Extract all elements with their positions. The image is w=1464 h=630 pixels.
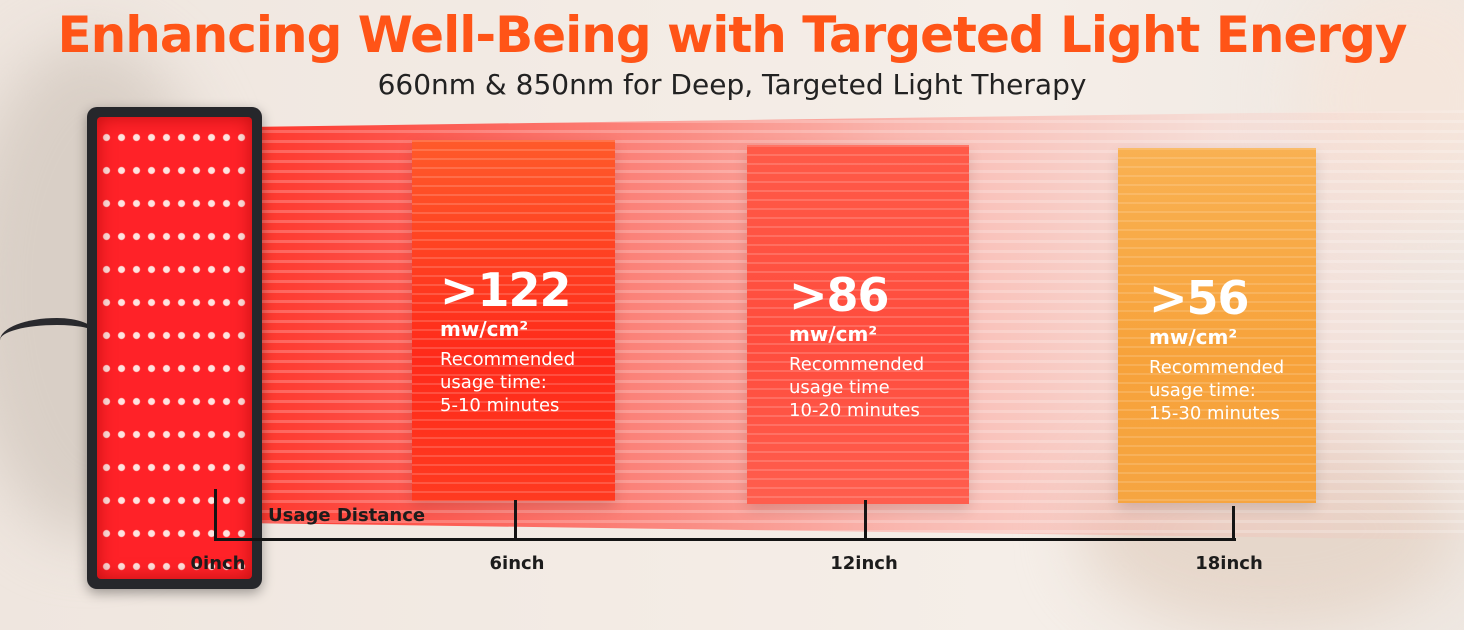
irradiance-unit: mw/cm² [789,322,878,346]
axis-tick-12 [864,500,867,541]
axis-tick-18 [1232,506,1235,541]
page-title: Enhancing Well-Being with Targeted Light… [57,6,1408,64]
usage-time-note: Recommended usage time: 15-30 minutes [1149,357,1285,424]
cable [0,318,95,355]
page-subtitle: 660nm & 850nm for Deep, Targeted Light T… [377,68,1087,101]
tick-label-6inch: 6inch [489,553,545,574]
irradiance-card-6inch: >122 mw/cm² Recommended usage time: 5-10… [412,140,615,501]
irradiance-value: >122 [440,263,572,317]
irradiance-card-12inch: >86 mw/cm² Recommended usage time 10-20 … [747,145,969,504]
usage-distance-label: Usage Distance [268,505,426,526]
usage-time-note: Recommended usage time: 5-10 minutes [440,349,576,416]
tick-label-0inch: 0inch [190,553,246,574]
tick-label-12inch: 12inch [830,553,898,574]
distance-axis-line [214,538,1236,541]
irradiance-card-18inch: >56 mw/cm² Recommended usage time: 15-30… [1118,148,1316,503]
irradiance-unit: mw/cm² [440,317,529,341]
usage-time-note: Recommended usage time 10-20 minutes [789,354,925,421]
led-grid [97,117,252,579]
axis-tick-6 [514,500,517,541]
tick-label-18inch: 18inch [1195,553,1263,574]
axis-tick-0 [214,489,217,541]
irradiance-value: >56 [1149,271,1250,325]
irradiance-unit: mw/cm² [1149,325,1238,349]
led-panel-icon [87,107,262,589]
irradiance-value: >86 [789,268,890,322]
